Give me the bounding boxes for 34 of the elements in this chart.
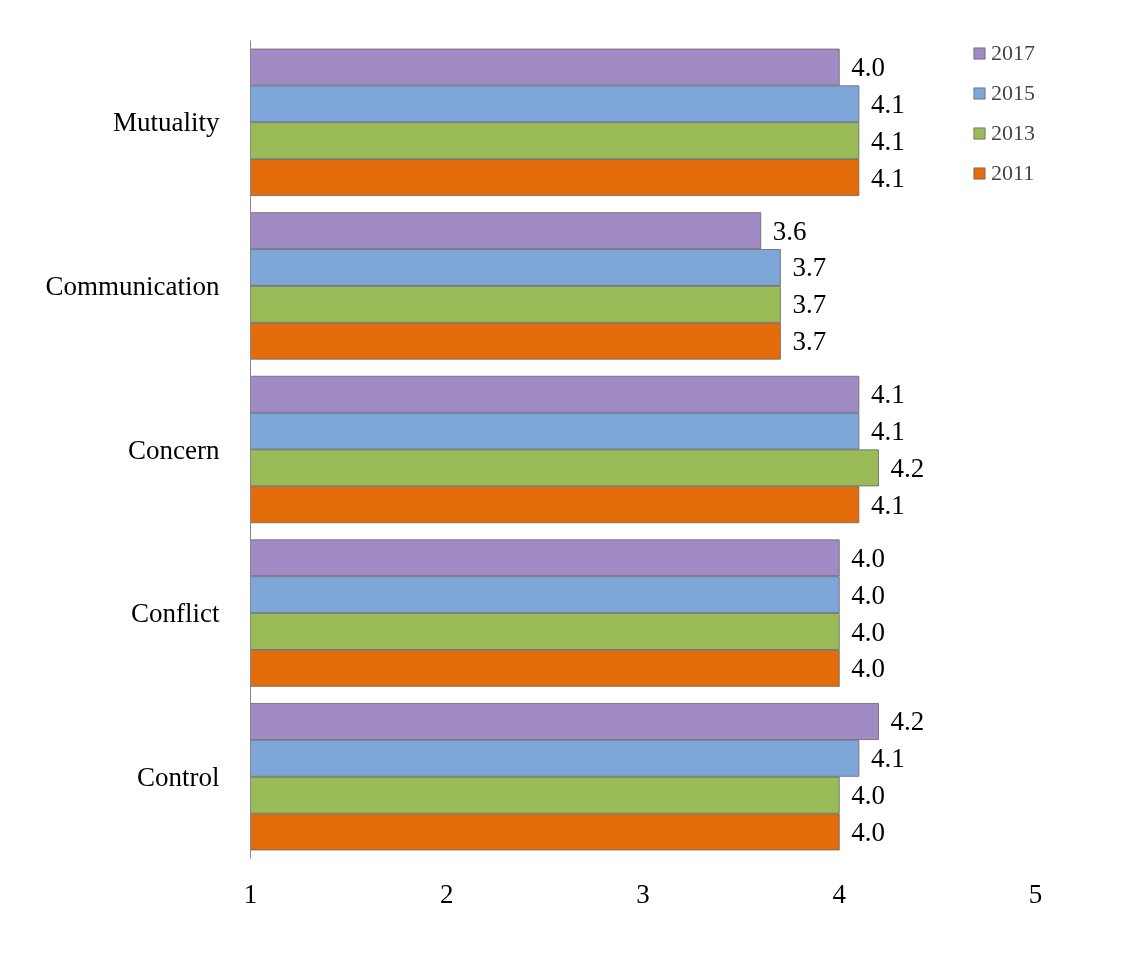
legend-label: 2017 — [991, 40, 1035, 66]
data-label: 4.1 — [870, 88, 905, 119]
data-label: 4.0 — [851, 52, 885, 83]
data-label: 4.1 — [870, 416, 905, 447]
data-label: 3.7 — [792, 252, 827, 283]
data-label: 3.6 — [772, 215, 807, 246]
data-label: 4.1 — [870, 379, 905, 410]
data-label: 3.7 — [792, 289, 827, 320]
x-tick-label: 5 — [1028, 878, 1043, 909]
y-tick-label: Control — [137, 761, 220, 792]
data-label: 4.0 — [851, 653, 885, 684]
data-label: 4.1 — [870, 162, 905, 193]
x-tick-label: 2 — [440, 878, 454, 909]
legend-label: 2015 — [991, 80, 1035, 106]
x-tick-label: 4 — [832, 878, 847, 909]
data-label: 4.1 — [870, 743, 905, 774]
data-label: 4.2 — [890, 452, 925, 483]
data-label: 4.1 — [870, 125, 905, 156]
data-label: 3.7 — [792, 326, 827, 357]
y-tick-label: Conflict — [131, 598, 220, 629]
data-label: 4.0 — [851, 816, 885, 847]
x-tick-label: 3 — [636, 878, 650, 909]
data-label: 4.0 — [851, 616, 885, 647]
y-tick-label: Mutuality — [113, 107, 220, 138]
x-tick-label: 1 — [243, 878, 258, 909]
data-label: 4.0 — [851, 780, 885, 811]
data-label: 4.1 — [870, 489, 905, 520]
y-tick-label: Communication — [45, 270, 220, 301]
legend-label: 2011 — [991, 160, 1035, 186]
legend-label: 2013 — [991, 120, 1035, 146]
data-label: 4.0 — [851, 579, 885, 610]
y-tick-label: Concern — [128, 434, 220, 465]
data-label: 4.2 — [890, 706, 925, 737]
data-label: 4.0 — [851, 542, 885, 573]
